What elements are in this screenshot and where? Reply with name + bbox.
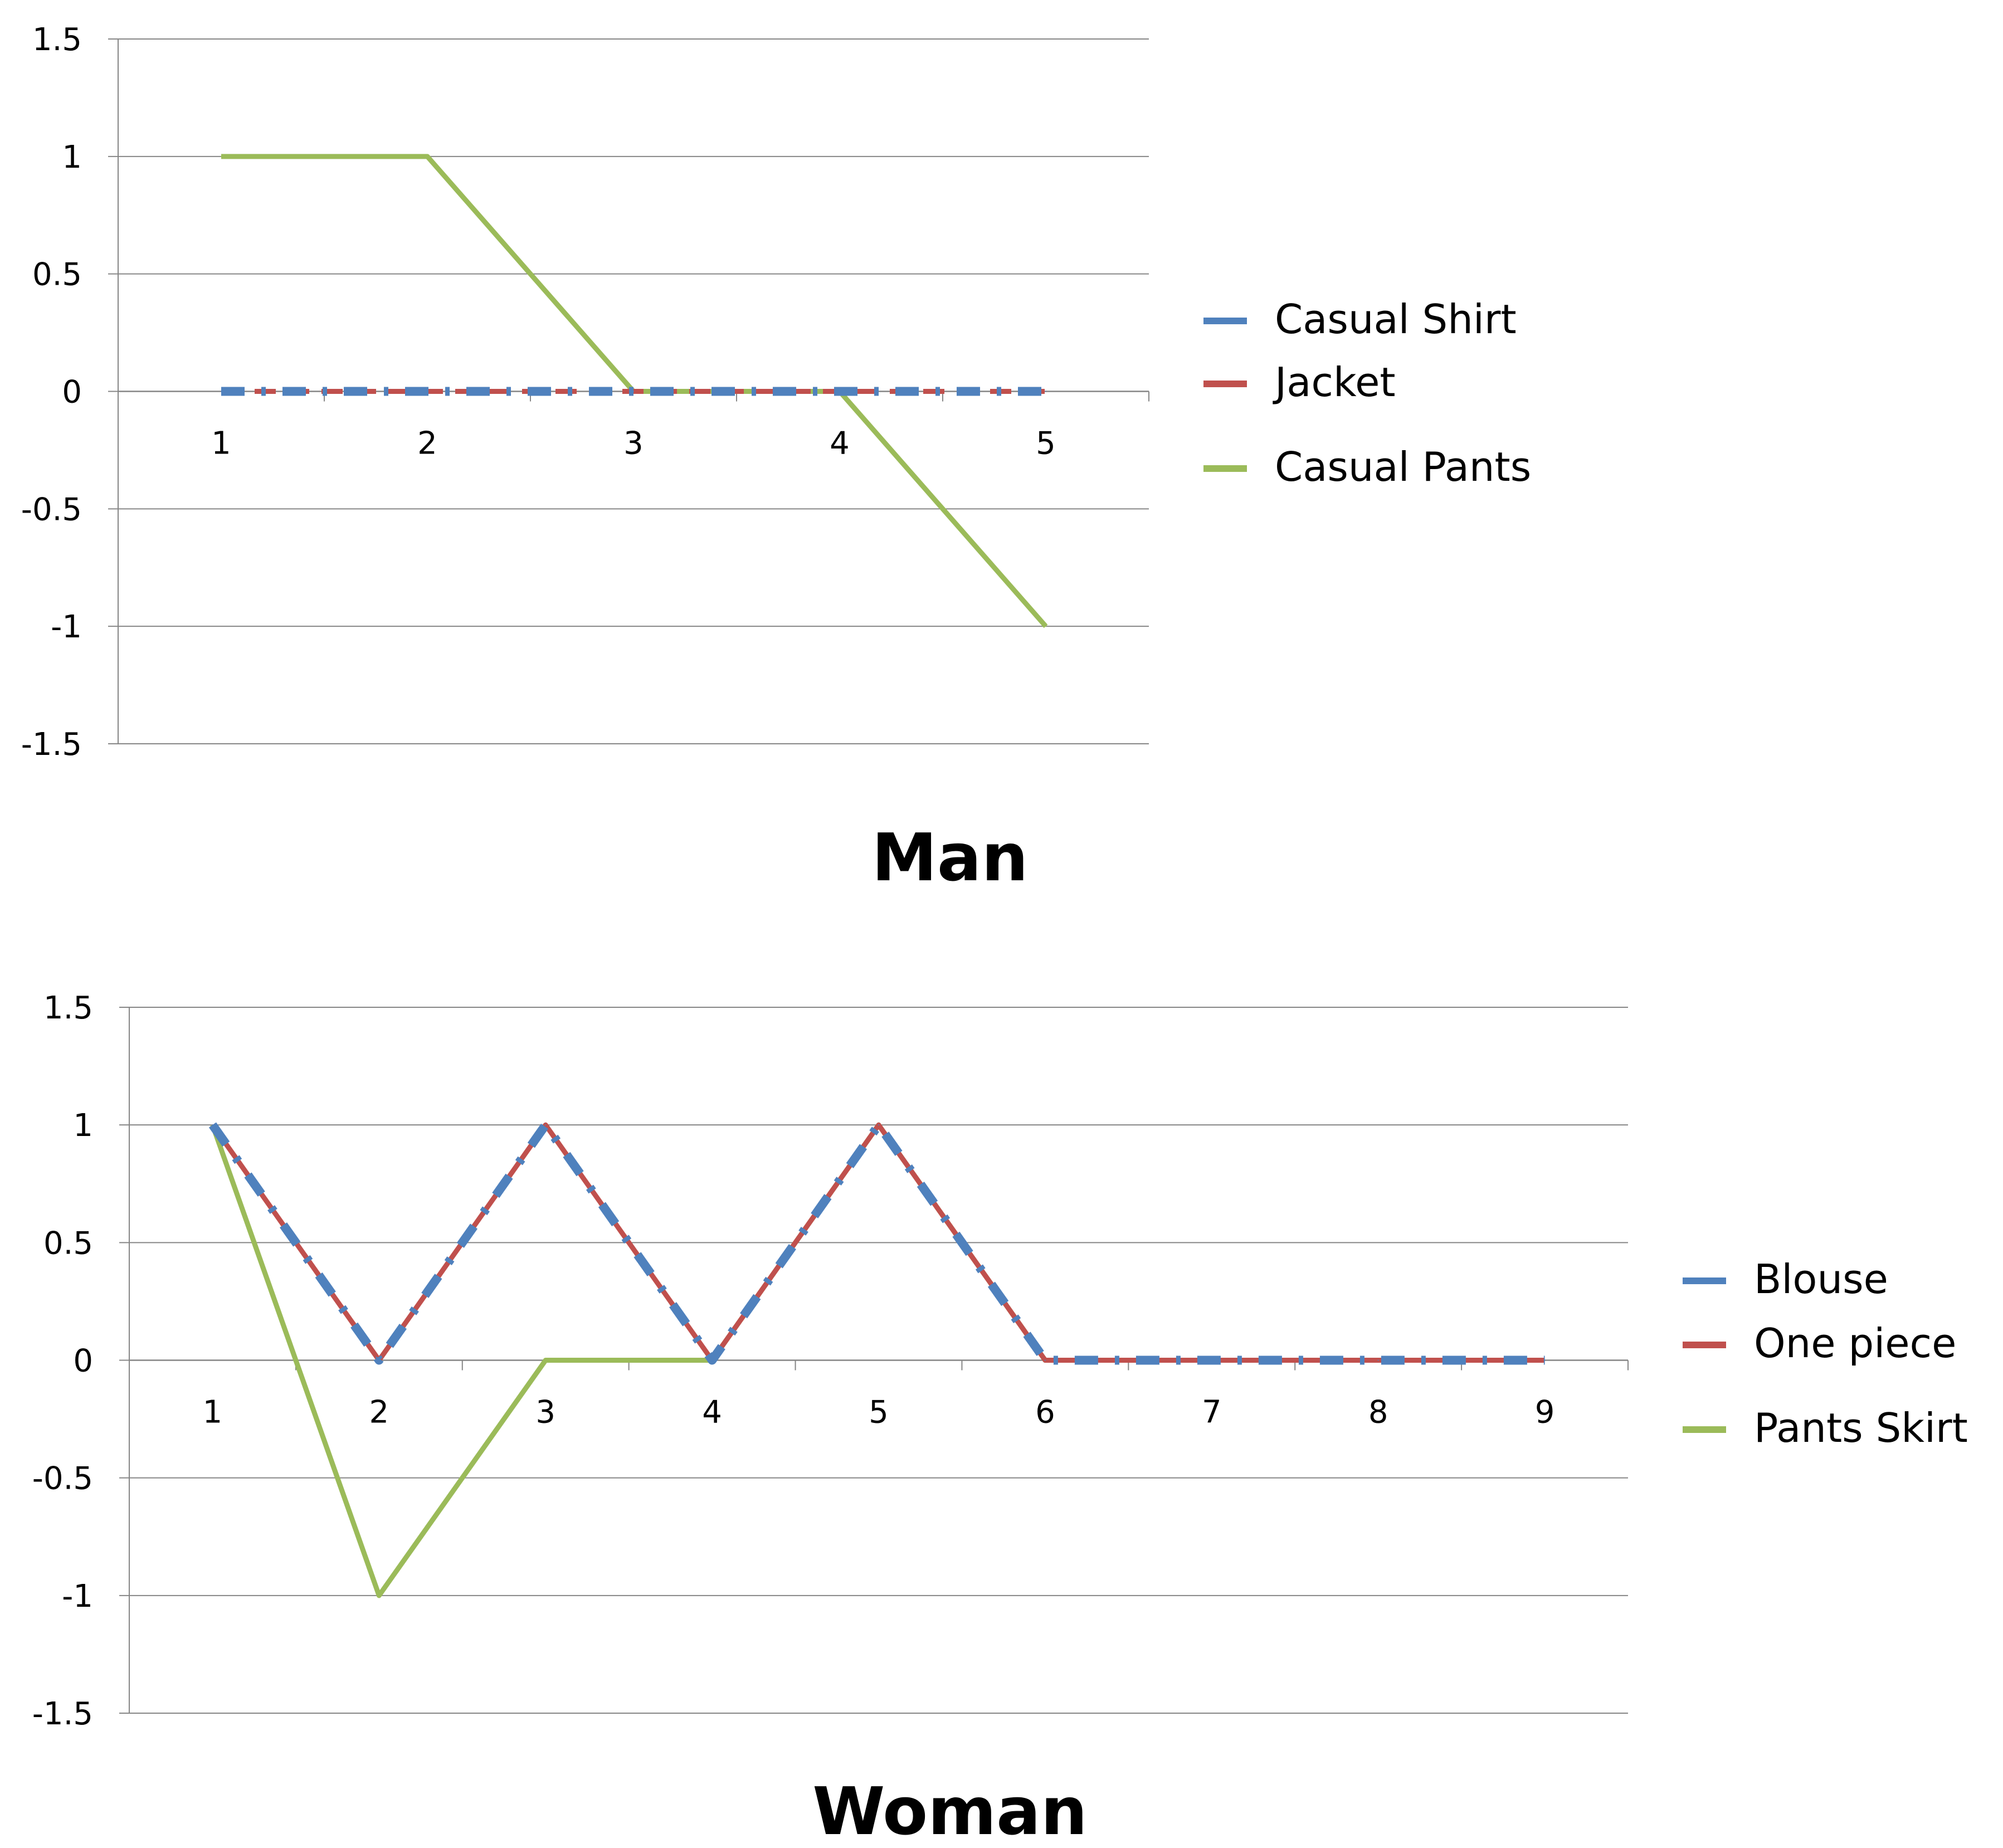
x-tick-label: 7 xyxy=(1202,1394,1222,1431)
legend: Casual Shirt Jacket Casual Pants xyxy=(1203,296,1531,490)
x-tick-label: 1 xyxy=(203,1394,223,1431)
y-tick-label: -1 xyxy=(62,1578,93,1615)
x-tick-label: 3 xyxy=(535,1394,555,1431)
legend-label: Jacket xyxy=(1273,359,1396,406)
data-point xyxy=(221,155,222,157)
y-tick-label: -0.5 xyxy=(32,1461,93,1497)
data-point xyxy=(427,155,428,157)
data-point xyxy=(711,1359,713,1361)
legend-label: Casual Shirt xyxy=(1275,296,1517,343)
chart-1: 1.5 1 0.5 0 -0.5 -1 -1.5 1 2 3 4 5 6 7 8 9 Blouse One pie… xyxy=(32,990,1968,1848)
data-point xyxy=(1045,626,1046,627)
legend-label: Pants Skirt xyxy=(1754,1405,1968,1451)
legend-label: Casual Pants xyxy=(1275,443,1531,490)
y-tick-label: 0 xyxy=(73,1343,93,1379)
x-tick-label: 9 xyxy=(1535,1394,1555,1431)
data-point xyxy=(221,391,222,392)
data-point xyxy=(378,1595,380,1596)
x-tick-label: 1 xyxy=(211,426,231,462)
data-point xyxy=(1544,1359,1546,1361)
data-point xyxy=(1045,391,1046,392)
x-tick-label: 2 xyxy=(417,426,437,462)
data-point xyxy=(1211,1359,1212,1361)
legend: Blouse One piece Pants Skirt xyxy=(1683,1256,1968,1451)
y-tick-label: 0 xyxy=(62,374,82,411)
y-tick-label: -0.5 xyxy=(21,491,82,528)
chart-0: 1.5 1 0.5 0 -0.5 -1 -1.5 1 2 3 4 5 Casual Shirt Jacke… xyxy=(21,22,1532,896)
data-point xyxy=(378,1359,380,1361)
y-tick-label: 1 xyxy=(73,1108,93,1144)
data-point xyxy=(1377,1359,1379,1361)
y-tick-label: 1 xyxy=(62,139,82,175)
x-tick-label: 3 xyxy=(623,426,644,462)
y-tick-label: -1.5 xyxy=(21,726,82,763)
data-point xyxy=(878,1124,879,1126)
y-tick-label: 0.5 xyxy=(43,1225,93,1261)
chart-title: Man xyxy=(871,819,1028,896)
data-point xyxy=(839,391,840,392)
data-point xyxy=(427,391,428,392)
x-tick-label: 4 xyxy=(702,1394,722,1431)
data-point xyxy=(633,391,634,392)
data-point xyxy=(545,1359,547,1361)
data-point xyxy=(212,1124,213,1126)
x-tick-label: 5 xyxy=(1036,426,1056,462)
chart-title: Woman xyxy=(812,1773,1088,1848)
x-tick-label: 5 xyxy=(869,1394,889,1431)
y-tick-label: -1.5 xyxy=(32,1696,93,1732)
legend-label: One piece xyxy=(1754,1320,1956,1367)
x-tick-label: 4 xyxy=(830,426,850,462)
legend-label: Blouse xyxy=(1754,1256,1888,1303)
x-tick-label: 6 xyxy=(1035,1394,1055,1431)
x-tick-label: 8 xyxy=(1368,1394,1388,1431)
y-tick-label: 0.5 xyxy=(32,257,82,293)
series-line-blouse xyxy=(208,1120,1545,1365)
data-point xyxy=(1044,1359,1046,1361)
y-tick-label: 1.5 xyxy=(43,990,93,1026)
y-tick-label: 1.5 xyxy=(32,22,82,58)
data-point xyxy=(545,1124,547,1126)
x-tick-label: 2 xyxy=(369,1394,389,1431)
y-tick-label: -1 xyxy=(51,609,82,645)
